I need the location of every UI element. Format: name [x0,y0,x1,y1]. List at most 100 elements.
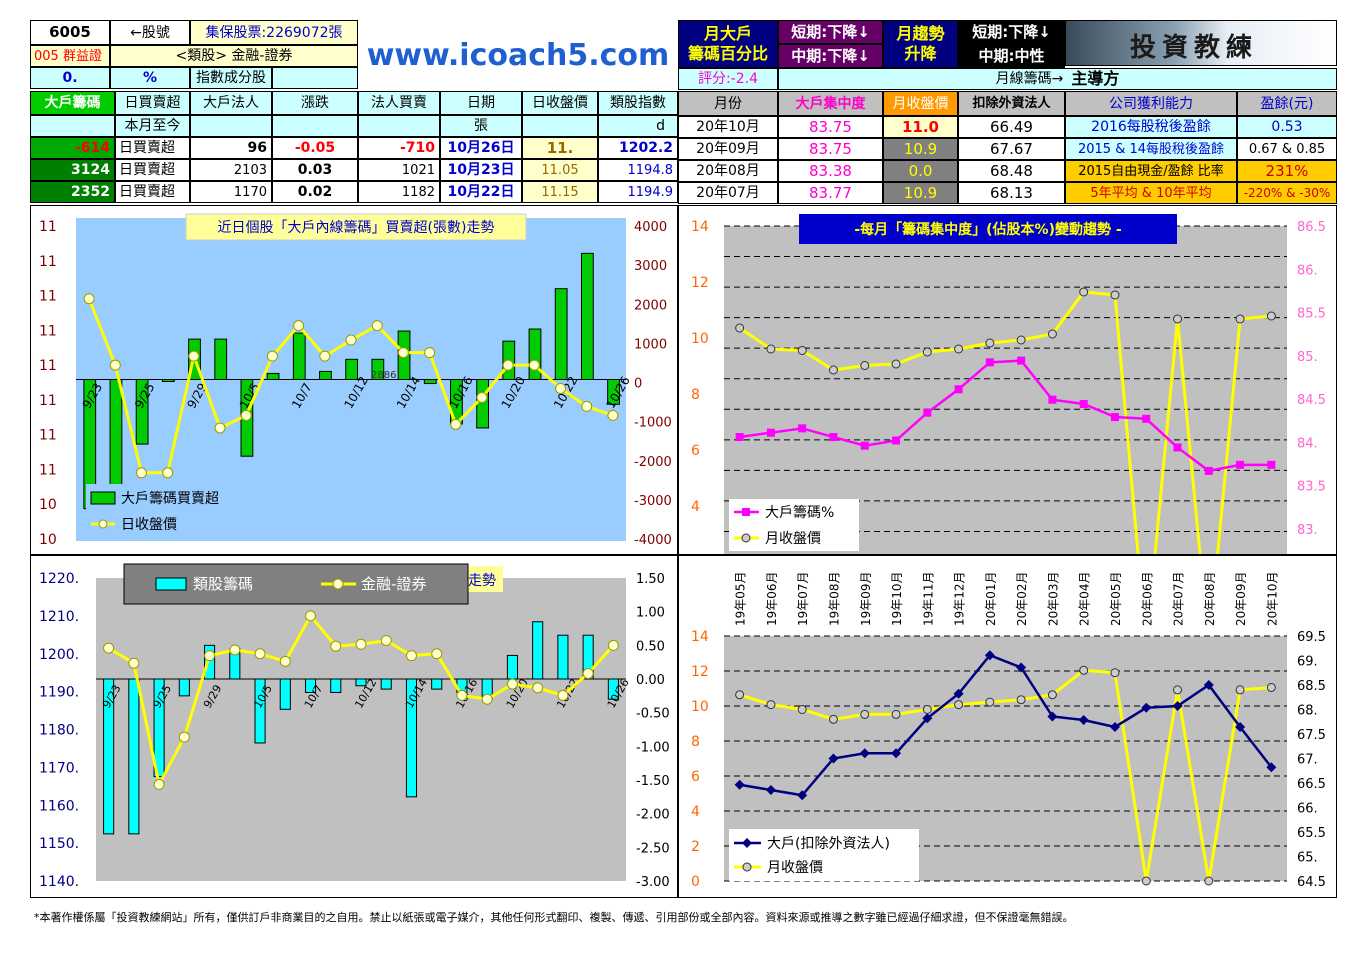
price-point [188,350,200,362]
price-point [954,344,964,354]
legend-label: 月收盤價 [767,859,823,876]
x-tick-label: 20年09月 [1234,571,1248,626]
month-trend-title-line1: 月趨勢 [896,24,945,43]
rrow3-eps: 231% [1237,160,1337,182]
short-term-a: 短期:下降↓ [778,20,883,44]
price-point [371,320,383,332]
stock-code-label: ←股號 [110,20,190,45]
x-tick-label: 20年08月 [1203,571,1217,626]
right-axis-tick-label: 69.5 [1297,630,1326,645]
price-point [1016,335,1026,345]
col-header-big-chips: 大戶籌碼 [30,91,115,115]
legend-swatch-marker [741,533,751,543]
row1-close: 11. [522,137,598,159]
col-header-profitability: 公司獲利能力 [1065,91,1237,116]
legend-swatch-marker [742,862,752,872]
month-trend-title-line2: 升降 [904,44,937,63]
big-holder-point [859,748,870,759]
left-axis-tick-label: 1160. [39,798,79,814]
left-axis-tick-label: 1190. [39,685,79,701]
price-point [1173,314,1183,324]
chart-title: 走勢 [468,573,496,589]
rrow3-excl: 68.48 [958,160,1065,182]
left-axis-tick-label: 6 [691,443,700,459]
price-point [214,422,226,434]
col-header-concentration: 大戶集中度 [778,91,883,116]
right-axis-tick-label: 66.5 [1297,777,1326,792]
right-axis-tick-label: 65. [1297,851,1318,866]
legend-label: 金融-證券 [361,575,426,593]
left-axis-tick-label: 11 [39,289,57,305]
price-point [1047,329,1057,339]
col-header-month: 月份 [678,91,778,116]
rrow4-eps: -220% & -30% [1237,182,1337,204]
stock-name: 005 群益證 [30,45,110,67]
sector-point [305,610,317,622]
mid-term-b: 中期:中性 [958,44,1065,68]
concentration-point [798,424,807,433]
price-point [135,467,147,479]
right-axis-tick-label: -2000 [634,455,672,470]
monthly-chips-text: 月線籌碼→ [995,71,1064,87]
concentration-point [860,441,869,450]
price-point [766,344,776,354]
price-point [828,714,838,724]
price-point [922,347,932,357]
bar [345,358,359,380]
col-header-month-close: 月收盤價 [883,91,958,116]
x-tick-label: 20年07月 [1172,571,1186,626]
price-line [739,668,1272,882]
title-box [799,214,1177,244]
rrow1-excl: 66.49 [958,116,1065,138]
chart-big-chips-daily: 9/23 9/25 9/29 10/5 10/7 10/12 10/14 10/16 10/20… [39,213,672,548]
rrow4-month: 20年07月 [678,182,778,204]
price-point [1110,668,1120,678]
concentration-point [766,428,775,437]
mid-term-a: 中期:下降↓ [778,44,883,68]
score-label: 評分:-2.4 [678,68,778,90]
right-axis-tick-label: -2.50 [636,841,670,856]
bar [128,678,140,835]
big-holder-point [891,748,902,759]
stock-code[interactable]: 6005 [30,20,110,45]
rrow4-conc: 83.77 [778,182,883,204]
pct-unit: % [110,67,190,89]
left-axis-tick-label: 10 [691,699,709,715]
price-point [1141,876,1151,886]
chart4-frame: 19年05月 19年06月 19年07月 19年08月 19年09月 19年10月 19年1… [678,555,1337,898]
big-holder-point [1141,702,1152,713]
sector-point [582,667,594,679]
chart1-frame: 9/23 9/25 9/29 10/5 10/7 10/12 10/14 10/16 10/20… [30,205,678,555]
concentration-point [1079,400,1088,409]
row3-index: 1194.9 [598,181,678,203]
sector-point [557,689,569,701]
x-tick-label: 19年07月 [796,571,810,626]
price-point [345,334,357,346]
price-point [502,359,514,371]
col-header-excl-foreign: 扣除外資法人 [958,91,1065,116]
row3-inst-big: 1170 [190,181,272,203]
legend-label: 月收盤價 [765,530,821,547]
legend-label: 大戶籌碼買賣超 [121,491,219,507]
right-axis-tick-label: -1.00 [636,740,670,755]
rrow2-excl: 67.67 [958,138,1065,160]
col-header-eps: 盈餘(元) [1237,91,1337,116]
price-point [397,347,409,359]
subrow-unit: 張 [440,115,522,137]
right-axis-tick-label: 68. [1297,704,1318,719]
sector-point [204,650,216,662]
big-holder-point [953,688,964,699]
price-line [738,290,1272,647]
chart-sector-chips: 9/239/259/2910/510/710/1210/1410/1610/20… [39,563,670,890]
col-header-daily-bs: 日買賣超 [115,91,190,115]
website-url[interactable]: www.icoach5.com [366,38,670,73]
price-point [1016,695,1026,705]
right-axis-tick-label: 67. [1297,753,1318,768]
title-box [185,213,527,241]
legend-label: 大戶籌碼% [765,505,834,521]
price-point [860,709,870,719]
concentration-point [1048,395,1057,404]
price-point [860,361,870,370]
big-holder-line [739,653,1273,797]
annotation: 2886 [371,370,396,381]
